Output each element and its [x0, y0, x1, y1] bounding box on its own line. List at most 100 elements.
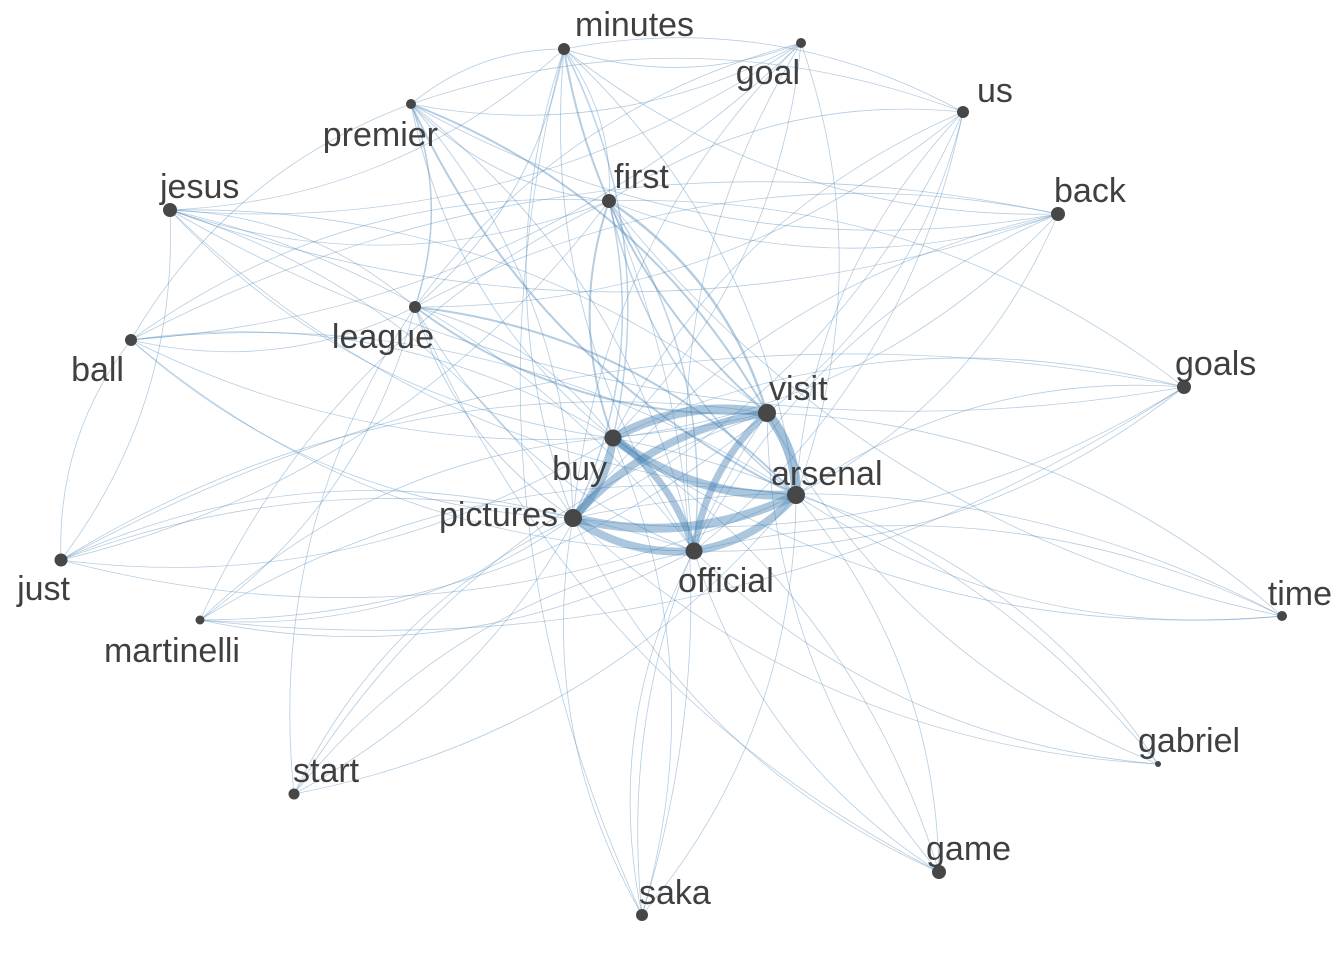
edge-first-pictures [572, 200, 624, 519]
node-start [288, 788, 300, 800]
edge-minutes-us [563, 37, 964, 113]
node-label-ball: ball [71, 351, 124, 389]
edge-ball-pictures [130, 339, 574, 519]
edge-us-first [608, 108, 964, 202]
node-label-goals: goals [1175, 345, 1256, 383]
edge-premier-league [410, 103, 433, 308]
edge-ball-goal [130, 42, 802, 341]
edge-goals-just [60, 353, 1185, 561]
edge-us-premier [410, 57, 964, 113]
node-saka [636, 909, 648, 921]
node-label-goal: goal [736, 54, 800, 92]
node-label-arsenal: arsenal [771, 455, 883, 493]
edge-saka-official [629, 550, 695, 916]
edge-minutes-arsenal [563, 48, 797, 496]
edge-gabriel-buy [612, 437, 1159, 765]
edge-minutes-jesus [169, 48, 565, 211]
node-official [685, 542, 703, 560]
edge-jesus-league [169, 209, 416, 308]
edge-back-pictures [572, 213, 1059, 519]
edge-premier-minutes [410, 48, 565, 105]
edge-ball-premier [130, 103, 412, 341]
edge-league-official [414, 306, 695, 552]
edge-goals-arsenal [795, 384, 1185, 496]
edge-time-visit [766, 412, 1283, 617]
edge-jesus-pictures [169, 209, 574, 519]
node-label-pictures: pictures [439, 496, 558, 534]
edge-buy-official [609, 434, 698, 555]
nodes-layer [54, 38, 1287, 921]
edge-premier-pictures [410, 103, 574, 519]
edge-jesus-goals [169, 209, 1185, 412]
node-just [54, 553, 68, 567]
edge-premier-arsenal [410, 103, 797, 496]
edge-premier-official [410, 103, 695, 552]
node-label-visit: visit [769, 370, 828, 408]
edge-back-league [414, 192, 1059, 308]
node-label-jesus: jesus [159, 168, 239, 206]
edge-game-buy [612, 437, 940, 873]
node-label-saka: saka [639, 874, 711, 912]
edge-just-jesus [60, 209, 171, 561]
edge-arsenal-official [690, 491, 800, 555]
edge-just-arsenal [60, 494, 797, 598]
edge-minutes-pictures [525, 48, 574, 519]
edge-ball-visit [130, 339, 768, 440]
edge-just-official [60, 498, 695, 561]
node-pictures [564, 509, 582, 527]
node-label-game: game [926, 830, 1011, 868]
edge-gabriel-arsenal [795, 494, 1159, 765]
edge-just-first [60, 200, 610, 561]
node-first [602, 194, 616, 208]
edge-game-arsenal [795, 494, 940, 873]
node-visit [758, 404, 776, 422]
edge-goals-martinelli [199, 386, 1185, 631]
node-goal [796, 38, 806, 48]
labels-layer: minutes goal us premier jesus first back league… [16, 6, 1332, 912]
edge-back-official [693, 213, 1059, 552]
node-minutes [558, 43, 570, 55]
edge-martinelli-arsenal [199, 485, 797, 621]
edge-gabriel-pictures [572, 517, 1159, 765]
node-label-gabriel: gabriel [1138, 722, 1240, 760]
edge-ball-official [130, 339, 695, 552]
node-label-official: official [678, 562, 774, 600]
edge-saka-arsenal [641, 494, 797, 916]
edge-martinelli-league [199, 306, 416, 621]
edge-start-buy [293, 437, 614, 795]
edge-back-premier [410, 103, 1059, 231]
node-buy [604, 429, 622, 447]
edge-jesus-arsenal [169, 209, 797, 496]
node-premier [406, 99, 416, 109]
edge-arsenal-pictures [568, 490, 801, 533]
edge-just-visit [60, 401, 768, 561]
edge-just-pictures [60, 490, 574, 561]
edge-gabriel-visit [766, 412, 1159, 765]
edge-saka-minutes [519, 48, 643, 916]
edge-goal-jesus [169, 42, 802, 215]
edge-ball-league [130, 306, 416, 353]
edge-goals-pictures [572, 386, 1185, 528]
edge-goal-buy [612, 42, 802, 439]
edge-visit-official [690, 409, 771, 555]
edge-saka-buy [612, 437, 672, 916]
edge-buy-pictures [569, 434, 617, 522]
edge-ball-arsenal [130, 332, 797, 496]
edge-gabriel-official [693, 550, 1159, 765]
edge-goal-pictures [572, 42, 802, 519]
edge-goal-arsenal [795, 42, 840, 496]
edge-jesus-first [169, 200, 610, 246]
node-league [409, 301, 421, 313]
edge-back-first [608, 200, 1059, 249]
edge-league-minutes [414, 48, 565, 308]
edge-goals-buy [612, 357, 1185, 439]
edge-first-visit [607, 199, 769, 415]
edge-game-visit [766, 412, 940, 873]
node-label-buy: buy [552, 450, 607, 488]
edge-league-visit [414, 306, 768, 415]
node-label-start: start [293, 752, 360, 790]
node-label-just: just [16, 570, 70, 608]
edge-minutes-first [563, 48, 610, 202]
node-label-league: league [332, 318, 434, 356]
